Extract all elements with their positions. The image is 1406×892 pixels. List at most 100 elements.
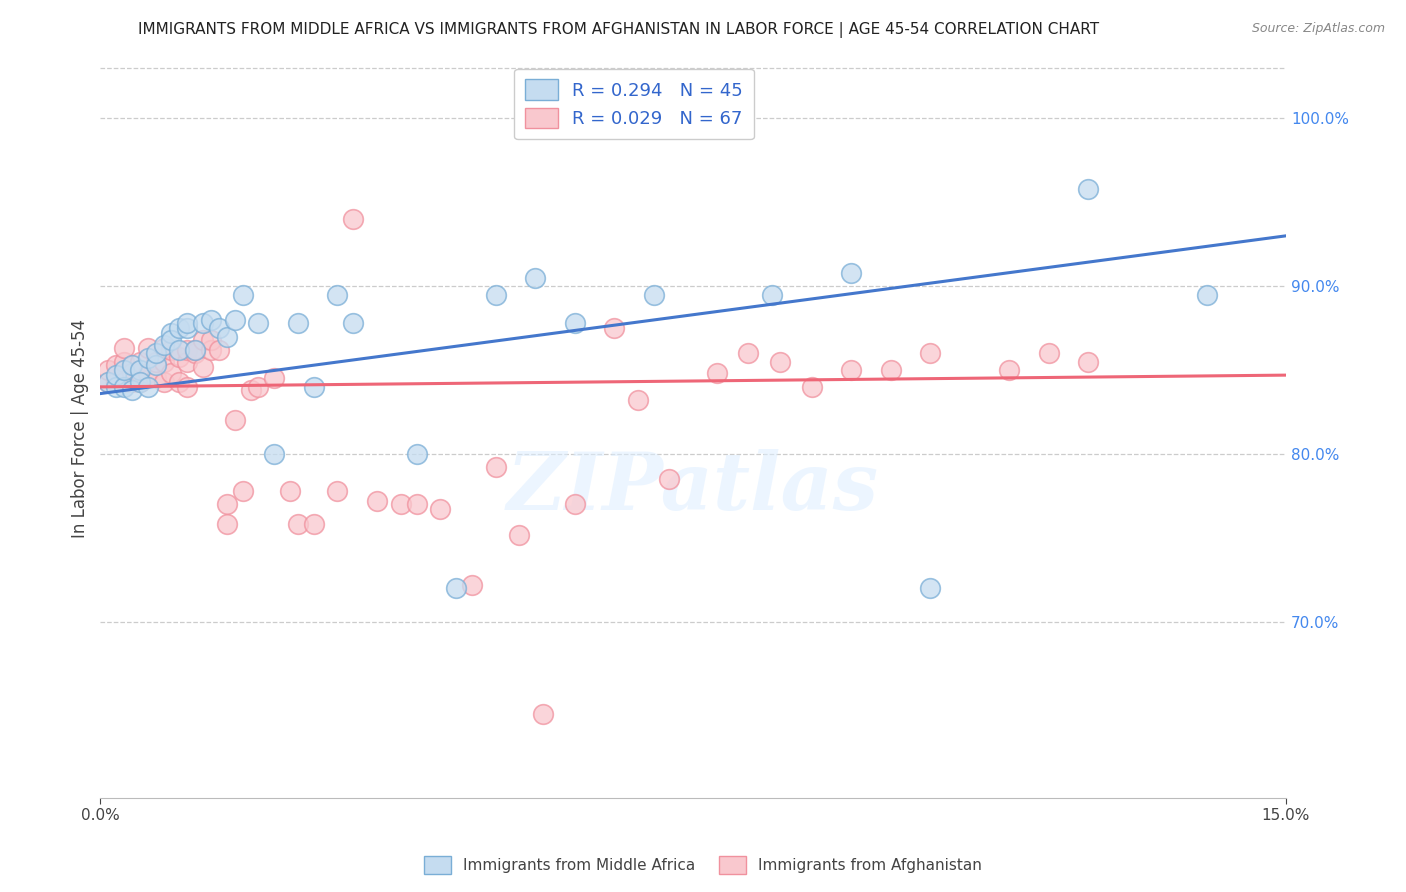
Point [1038, 346, 1060, 360]
Point [247, 316, 270, 330]
Point [287, 316, 309, 330]
Point [920, 581, 942, 595]
Point [302, 380, 325, 394]
Point [97, 363, 120, 377]
Point [128, 367, 150, 381]
Point [136, 341, 159, 355]
Point [880, 363, 903, 377]
Point [761, 287, 783, 301]
Point [191, 333, 214, 347]
Point [461, 578, 484, 592]
Point [152, 338, 174, 352]
Legend: R = 0.294   N = 45, R = 0.029   N = 67: R = 0.294 N = 45, R = 0.029 N = 67 [515, 69, 754, 139]
Point [232, 287, 254, 301]
Point [287, 517, 309, 532]
Point [278, 483, 301, 498]
Point [998, 363, 1021, 377]
Point [136, 380, 159, 394]
Point [682, 112, 704, 126]
Point [145, 371, 167, 385]
Point [136, 351, 159, 366]
Point [1077, 182, 1099, 196]
Point [643, 287, 665, 301]
Point [169, 350, 191, 364]
Point [112, 380, 135, 394]
Point [603, 321, 626, 335]
Point [121, 375, 143, 389]
Point [215, 497, 238, 511]
Point [232, 483, 254, 498]
Point [160, 367, 183, 381]
Point [326, 287, 349, 301]
Point [152, 375, 174, 389]
Point [208, 321, 231, 335]
Point [97, 375, 120, 389]
Point [444, 581, 467, 595]
Point [342, 212, 364, 227]
Point [184, 343, 207, 357]
Point [128, 375, 150, 389]
Point [429, 502, 451, 516]
Point [176, 321, 198, 335]
Point [160, 343, 183, 357]
Point [342, 316, 364, 330]
Point [208, 343, 231, 357]
Point [169, 321, 191, 335]
Point [169, 375, 191, 389]
Point [564, 316, 586, 330]
Point [737, 346, 759, 360]
Point [247, 380, 270, 394]
Point [839, 266, 862, 280]
Point [97, 375, 120, 389]
Point [1077, 354, 1099, 368]
Point [524, 270, 547, 285]
Point [215, 517, 238, 532]
Point [152, 341, 174, 355]
Point [200, 333, 222, 347]
Point [302, 517, 325, 532]
Point [191, 359, 214, 374]
Point [405, 447, 427, 461]
Point [121, 383, 143, 397]
Point [128, 363, 150, 377]
Point [239, 383, 262, 397]
Point [839, 363, 862, 377]
Point [508, 527, 530, 541]
Point [160, 333, 183, 347]
Point [121, 367, 143, 381]
Point [128, 354, 150, 368]
Point [389, 497, 412, 511]
Point [105, 375, 128, 389]
Point [366, 494, 388, 508]
Point [152, 354, 174, 368]
Point [184, 343, 207, 357]
Point [112, 375, 135, 389]
Point [169, 343, 191, 357]
Point [145, 358, 167, 372]
Point [405, 497, 427, 511]
Text: Source: ZipAtlas.com: Source: ZipAtlas.com [1251, 22, 1385, 36]
Text: ZIPatlas: ZIPatlas [508, 450, 879, 526]
Y-axis label: In Labor Force | Age 45-54: In Labor Force | Age 45-54 [72, 319, 89, 539]
Point [627, 393, 650, 408]
Point [484, 460, 506, 475]
Point [112, 354, 135, 368]
Point [105, 368, 128, 383]
Point [706, 367, 728, 381]
Point [112, 341, 135, 355]
Point [1195, 287, 1218, 301]
Point [191, 316, 214, 330]
Point [215, 329, 238, 343]
Point [263, 447, 285, 461]
Point [128, 375, 150, 389]
Point [145, 346, 167, 360]
Point [658, 472, 681, 486]
Point [200, 312, 222, 326]
Point [263, 371, 285, 385]
Point [920, 346, 942, 360]
Point [224, 312, 246, 326]
Point [800, 380, 823, 394]
Point [176, 343, 198, 357]
Point [769, 354, 792, 368]
Point [145, 354, 167, 368]
